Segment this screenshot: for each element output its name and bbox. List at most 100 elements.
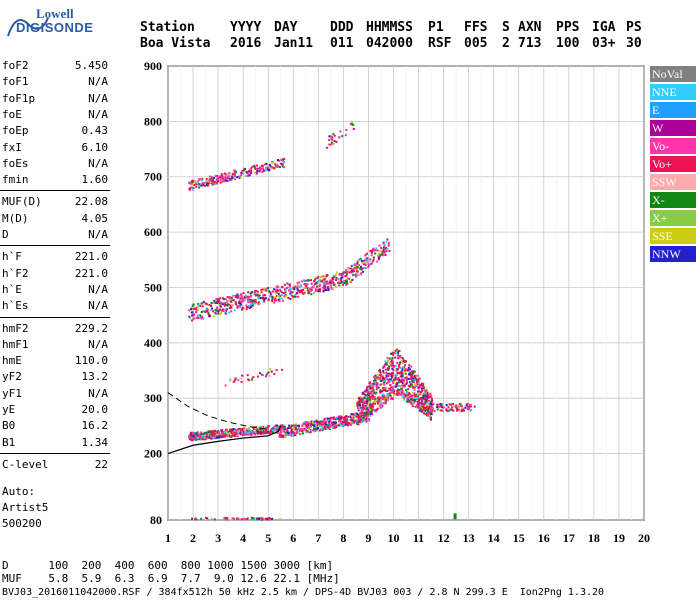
- echo-point: [315, 419, 318, 422]
- echo-point: [189, 182, 192, 185]
- echo-point: [262, 294, 265, 297]
- echo-point: [380, 379, 383, 382]
- echo-point: [362, 270, 365, 273]
- echo-point: [380, 247, 383, 250]
- echo-point: [432, 403, 435, 406]
- echo-point: [376, 249, 379, 252]
- parameter-value: N/A: [88, 228, 108, 241]
- parameter-value: N/A: [88, 299, 108, 313]
- echo-point: [189, 431, 192, 434]
- echo-point: [255, 426, 258, 429]
- echo-point: [410, 401, 413, 404]
- echo-point: [397, 363, 400, 366]
- echo-point: [414, 396, 417, 399]
- echo-point: [319, 428, 322, 431]
- echo-point: [455, 404, 458, 407]
- echo-point: [330, 424, 333, 427]
- echo-point: [272, 161, 275, 164]
- echo-point: [390, 351, 393, 354]
- echo-point: [372, 260, 375, 263]
- echo-point: [221, 429, 224, 432]
- echo-point: [420, 384, 423, 387]
- echo-point: [420, 409, 423, 412]
- echo-point: [338, 284, 341, 287]
- x-tick-label: 1: [165, 531, 171, 545]
- echo-point: [225, 518, 228, 521]
- echo-point: [356, 412, 359, 415]
- echo-point: [408, 381, 411, 384]
- echo-point: [279, 428, 282, 431]
- echo-point: [320, 280, 323, 283]
- echo-point: [306, 287, 309, 290]
- muf-row: MUF 5.8 5.9 6.3 6.9 7.7 9.0 12.6 22.1 [M…: [2, 572, 340, 585]
- echo-point: [405, 400, 408, 403]
- echo-point: [331, 426, 334, 429]
- echo-point: [383, 378, 386, 381]
- echo-point: [328, 138, 331, 141]
- echo-point: [255, 172, 258, 175]
- echo-point: [367, 262, 370, 265]
- parameter-name: yF1: [2, 386, 22, 400]
- echo-point: [290, 294, 293, 297]
- echo-point: [418, 402, 421, 405]
- echo-point: [232, 434, 235, 437]
- echo-point: [250, 294, 253, 297]
- echo-point: [300, 432, 303, 435]
- echo-point: [355, 415, 358, 418]
- echo-point: [424, 400, 427, 403]
- echo-point: [226, 308, 229, 311]
- echo-point: [364, 263, 367, 266]
- x-tick-label: 13: [463, 531, 475, 545]
- echo-point: [391, 397, 394, 400]
- echo-point: [297, 289, 300, 292]
- echo-point: [225, 173, 228, 176]
- echo-point: [362, 408, 365, 411]
- echo-point: [413, 379, 416, 382]
- echo-point: [196, 306, 199, 309]
- parameter-name: fxI: [2, 140, 22, 154]
- echo-point: [291, 291, 294, 294]
- echo-point: [287, 296, 290, 299]
- parameter-value: 0.43: [81, 124, 109, 138]
- parameter-row: h`F 221.0: [2, 249, 108, 265]
- echo-point: [410, 365, 413, 368]
- echo-point: [223, 304, 226, 307]
- echo-point: [241, 298, 244, 301]
- echo-point: [321, 426, 324, 429]
- echo-point: [254, 171, 257, 174]
- parameter-name: yE: [2, 403, 16, 416]
- echo-point: [214, 434, 217, 437]
- parameter-name: foF1: [2, 75, 29, 89]
- echo-point: [333, 275, 336, 278]
- echo-point: [216, 178, 219, 181]
- echo-point: [218, 434, 221, 437]
- echo-point: [362, 406, 365, 409]
- x-tick-label: 11: [413, 531, 424, 545]
- echo-point: [278, 433, 281, 436]
- echo-point: [308, 425, 311, 428]
- echo-point: [222, 302, 225, 305]
- echo-point: [252, 300, 255, 303]
- echo-point: [369, 398, 372, 401]
- echo-point: [218, 299, 221, 302]
- parameter-row: MUF(D) 22.08: [2, 194, 108, 210]
- echo-point: [272, 429, 275, 432]
- echo-point: [324, 423, 327, 426]
- echo-point: [243, 518, 246, 521]
- echo-point: [385, 362, 388, 365]
- echo-point: [206, 437, 209, 440]
- echo-point: [191, 314, 194, 317]
- echo-point: [206, 310, 209, 313]
- echo-point: [259, 297, 262, 300]
- echo-point: [301, 428, 304, 431]
- echo-point: [248, 433, 251, 436]
- echo-point: [347, 423, 350, 426]
- echo-point: [242, 517, 245, 520]
- parameter-name: h`F2: [2, 266, 29, 280]
- echo-point: [260, 288, 263, 291]
- echo-point: [371, 405, 374, 408]
- echo-point: [261, 288, 264, 291]
- echo-point: [317, 276, 320, 279]
- echo-point: [213, 176, 216, 179]
- echo-point: [216, 435, 219, 438]
